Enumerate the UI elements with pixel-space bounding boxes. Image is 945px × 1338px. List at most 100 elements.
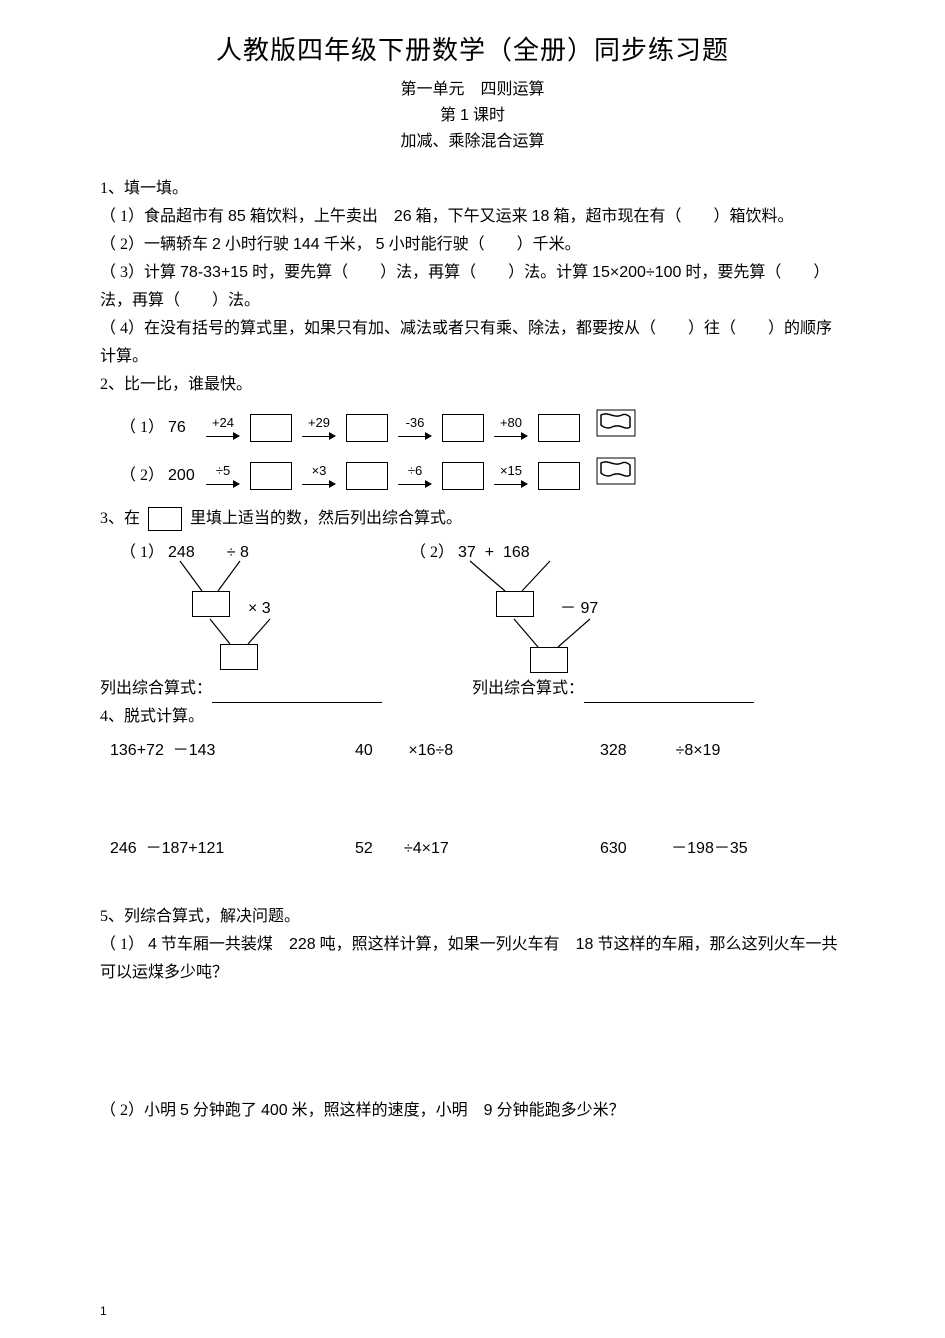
q4-cell: 136+72 －143 [110, 737, 355, 765]
q3-heading: 3、在 里填上适当的数，然后列出综合算式。 [100, 505, 845, 533]
arrow-4: ×15 [494, 464, 528, 489]
answer-box [538, 414, 580, 442]
text: （ 2）一辆轿车 [100, 236, 212, 253]
text: 箱，下午又运来 [412, 208, 532, 225]
q5-p2: （ 2）小明 5 分钟跑了 400 米，照这样的速度，小明 9 分钟能跑多少米？ [100, 1097, 845, 1125]
q3-tree2: （ 2） 37 + 168 － 97 [410, 539, 640, 669]
arrow-2: +29 [302, 416, 336, 441]
arrow-icon [302, 479, 336, 489]
arrow-3: ÷6 [398, 464, 432, 489]
inline-box-icon [148, 507, 182, 531]
subtitle-lesson: 第 1 课时 [100, 103, 845, 129]
answer-box [442, 462, 484, 490]
text: 小时能行驶（ ）千米。 [385, 236, 581, 253]
number: 5 [376, 236, 385, 253]
arrow-icon [302, 431, 336, 441]
arrow-label: ×3 [312, 464, 327, 477]
q2-row1-start: （ 1） 76 [120, 414, 200, 442]
number: 85 [228, 208, 246, 225]
number: 5 [180, 1102, 189, 1119]
arrow-label: ÷6 [408, 464, 422, 477]
tree2-op2: － 97 [560, 595, 598, 623]
q1-heading: 1、填一填。 [100, 175, 845, 203]
text: 3、在 [100, 510, 140, 527]
q2-heading: 2、比一比，谁最快。 [100, 371, 845, 399]
q2-row1: （ 1） 76 +24 +29 -36 +80 [120, 409, 845, 447]
q1-item1: （ 1）食品超市有 85 箱饮料，上午卖出 26 箱，下午又运来 18 箱，超市… [100, 203, 845, 231]
arrow-4: +80 [494, 416, 528, 441]
arrow-label: ×15 [500, 464, 522, 477]
subtitle-lesson-text: 第 1 课时 [440, 107, 505, 124]
answer-box [250, 462, 292, 490]
number: 9 [484, 1102, 493, 1119]
number: 2 [212, 236, 221, 253]
text: 分钟跑了 [189, 1102, 261, 1119]
number: 4 [148, 936, 157, 953]
answer-box [442, 414, 484, 442]
number: 400 [261, 1102, 288, 1119]
lesson-number: 1 [460, 107, 469, 124]
text: 时，要先算（ ）法，再算（ ）法。计算 [248, 264, 592, 281]
text: （ 1）食品超市有 [100, 208, 228, 225]
number: 228 [289, 936, 316, 953]
arrow-icon [206, 479, 240, 489]
page-title: 人教版四年级下册数学（全册）同步练习题 [100, 30, 845, 67]
expr: 78-33+15 [180, 264, 248, 281]
text: 里填上适当的数，然后列出综合算式。 [190, 510, 462, 527]
arrow-label: +80 [500, 416, 522, 429]
q4-cell: 246 －187+121 [110, 835, 355, 863]
number: 144 [293, 236, 320, 253]
q4-cell: 328 ÷8×19 [600, 737, 845, 765]
content-body: 1、填一填。 （ 1）食品超市有 85 箱饮料，上午卖出 26 箱，下午又运来 … [100, 175, 845, 1125]
answer-box [192, 591, 230, 617]
number: 26 [394, 208, 412, 225]
arrow-2: ×3 [302, 464, 336, 489]
answer-box [346, 414, 388, 442]
text: 吨，照这样计算，如果一列火车有 [316, 936, 576, 953]
answer-box [346, 462, 388, 490]
expr: 15×200÷100 [592, 264, 681, 281]
q4-heading: 4、脱式计算。 [100, 703, 845, 731]
q3-line2: 列出综合算式： [472, 675, 754, 703]
answer-box [250, 414, 292, 442]
number: 18 [576, 936, 594, 953]
q4-grid: 136+72 －143 40 ×16÷8 328 ÷8×19 246 －187+… [110, 737, 845, 863]
text: 箱，超市现在有（ ）箱饮料。 [549, 208, 793, 225]
arrow-icon [206, 431, 240, 441]
text: 节车厢一共装煤 [157, 936, 289, 953]
tree1-op2: × 3 [248, 595, 271, 623]
q1-item4: （ 4）在没有括号的算式里，如果只有加、减法或者只有乘、除法，都要按从（ ）往（… [100, 315, 845, 371]
q1-item3: （ 3）计算 78-33+15 时，要先算（ ）法，再算（ ）法。计算 15×2… [100, 259, 845, 315]
answer-underline [212, 686, 382, 703]
text: （ 3）计算 [100, 264, 180, 281]
answer-box [530, 647, 568, 673]
text: 箱饮料，上午卖出 [246, 208, 394, 225]
q3-trees: （ 1） 248 ÷ 8 × 3 （ 2） 37 + 168 [120, 539, 845, 669]
arrow-3: -36 [398, 416, 432, 441]
q1-item2: （ 2）一辆轿车 2 小时行驶 144 千米， 5 小时能行驶（ ）千米。 [100, 231, 845, 259]
arrow-icon [398, 431, 432, 441]
label: 列出综合算式： [100, 680, 212, 697]
text: 米，照这样的速度，小明 [288, 1102, 484, 1119]
answer-box [220, 644, 258, 670]
q4-cell: 630 －198－35 [600, 835, 845, 863]
text: 分钟能跑多少米？ [493, 1102, 625, 1119]
arrow-icon [494, 431, 528, 441]
page-number: 1 [100, 1304, 107, 1318]
flag-icon [596, 457, 636, 495]
subtitle-topic: 加减、乘除混合运算 [100, 129, 845, 155]
text: 千米， [320, 236, 376, 253]
q3-answer-lines: 列出综合算式： 列出综合算式： [100, 675, 845, 703]
arrow-icon [398, 479, 432, 489]
label: 列出综合算式： [472, 680, 584, 697]
q2-row2-start: （ 2） 200 [120, 462, 200, 490]
answer-box [538, 462, 580, 490]
q4-cell: 52 ÷4×17 [355, 835, 600, 863]
text: 小时行驶 [221, 236, 293, 253]
q3-tree1: （ 1） 248 ÷ 8 × 3 [120, 539, 320, 669]
arrow-icon [494, 479, 528, 489]
q2-row2: （ 2） 200 ÷5 ×3 ÷6 ×15 [120, 457, 845, 495]
arrow-1: +24 [206, 416, 240, 441]
answer-underline [584, 686, 754, 703]
subtitle-unit: 第一单元 四则运算 [100, 77, 845, 103]
